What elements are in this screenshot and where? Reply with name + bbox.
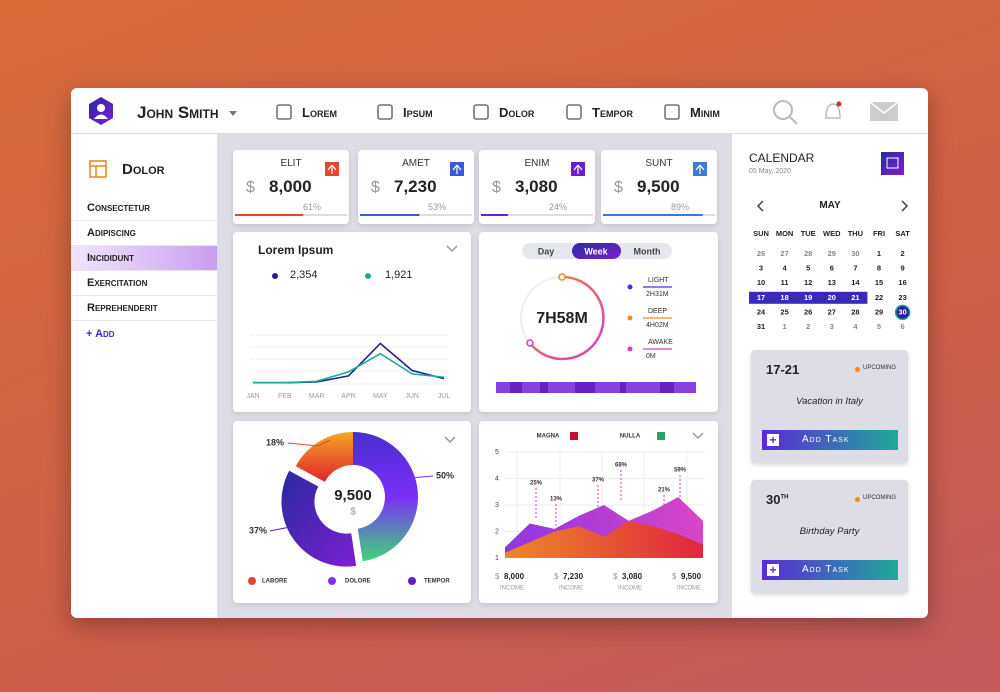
sidebar-row[interactable]: Consectetur (71, 196, 217, 221)
date-suffix: TH (780, 494, 789, 501)
user-name: John Smith (137, 103, 219, 122)
sidebar-row[interactable]: Exercitation (71, 271, 217, 296)
add-task-button[interactable]: + Add Task (762, 430, 898, 450)
button-label[interactable]: Add Task (802, 564, 850, 575)
sidebar-item[interactable]: Incididunt (87, 252, 135, 264)
nav-item[interactable]: Tempor (592, 105, 633, 120)
stat-percent: 89% (670, 202, 689, 212)
card (233, 232, 471, 412)
card (233, 421, 471, 603)
header-divider (71, 133, 928, 134)
stat-percent: 53% (427, 202, 446, 212)
legend-label: 2,354 (290, 269, 318, 281)
add-item[interactable]: + Add (86, 328, 115, 340)
button-label[interactable]: Add Task (802, 434, 850, 445)
stat-percent: 24% (548, 202, 567, 212)
calendar-date: 05 May, 2020 (749, 168, 791, 175)
stat-label: ENIM (524, 158, 550, 169)
plus-icon: + (767, 434, 779, 446)
stat-currency: $ (492, 179, 501, 196)
stat-amount: 9,500 (637, 177, 680, 196)
calendar-month: May (819, 200, 841, 211)
event-date: 30TH (766, 492, 789, 507)
nav-item[interactable]: Minim (690, 105, 720, 120)
legend-label: 1,921 (385, 269, 413, 281)
sidebar-row[interactable]: Reprehenderit (71, 296, 217, 321)
event-date: 17-21 (766, 362, 800, 377)
card (479, 232, 718, 412)
stat-currency: $ (614, 179, 623, 196)
nav-item[interactable]: Dolor (499, 105, 535, 120)
stat-currency: $ (246, 179, 255, 196)
event-status: Upcoming (863, 365, 896, 371)
sidebar-item[interactable]: Exercitation (87, 277, 148, 289)
sidebar-row[interactable]: Adipiscing (71, 221, 217, 246)
sidebar-row[interactable]: Incididunt (71, 246, 217, 271)
stat-currency: $ (371, 179, 380, 196)
nav-item[interactable]: Lorem (302, 105, 337, 120)
event-title: Vacation in Italy (796, 396, 863, 407)
status-dot (855, 367, 860, 372)
sidebar-title: Dolor (122, 161, 165, 178)
event-title: Birthday Party (799, 526, 860, 537)
add-task-button[interactable]: + Add Task (762, 560, 898, 580)
plus-icon: + (767, 564, 779, 576)
sidebar-item[interactable]: Consectetur (87, 202, 151, 214)
stat-amount: 3,080 (515, 177, 558, 196)
sidebar-item[interactable]: Reprehenderit (87, 302, 158, 314)
stat-percent: 61% (302, 202, 321, 212)
nav-item[interactable]: Ipsum (403, 105, 433, 120)
card (479, 421, 718, 603)
stat-amount: 8,000 (269, 177, 312, 196)
status-dot (855, 497, 860, 502)
event-status: Upcoming (863, 495, 896, 501)
calendar-title: Calendar (749, 151, 815, 165)
stat-amount: 7,230 (394, 177, 437, 196)
sidebar-item[interactable]: Adipiscing (87, 227, 136, 239)
stat-label: SUNT (645, 158, 673, 169)
card-title: Lorem Ipsum (258, 243, 334, 257)
stat-label: ELIT (280, 158, 302, 169)
stat-label: AMET (402, 158, 430, 169)
